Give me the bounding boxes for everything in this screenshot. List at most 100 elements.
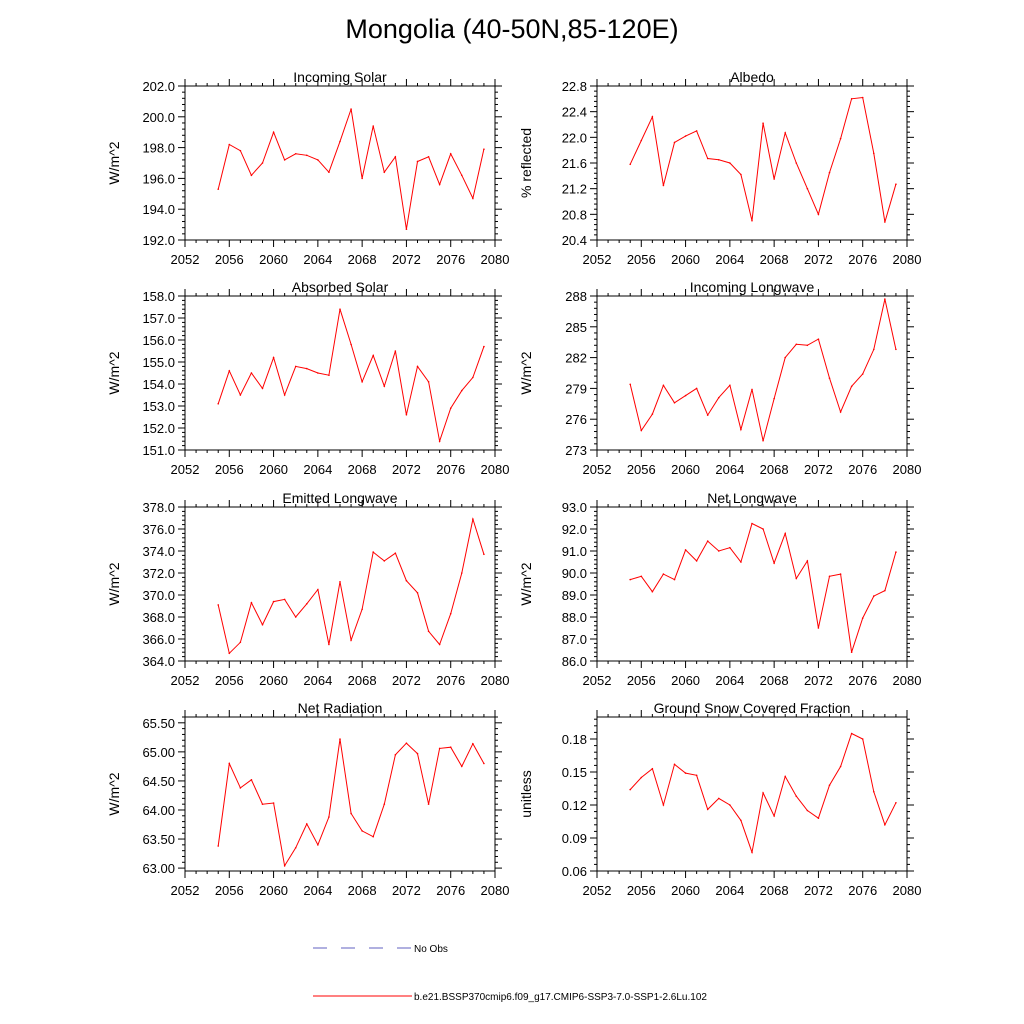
x-tick-label: 2072	[804, 883, 833, 898]
x-tick-label: 2076	[848, 252, 877, 267]
data-point	[884, 221, 886, 223]
x-tick-label: 2068	[760, 673, 789, 688]
data-point	[328, 643, 330, 646]
data-point	[350, 639, 352, 641]
y-axis-label: W/m^2	[106, 351, 122, 394]
y-tick-label: 276	[565, 412, 587, 427]
y-axis-label: W/m^2	[518, 351, 534, 394]
x-tick-label: 2080	[481, 883, 510, 898]
data-point	[416, 365, 419, 368]
data-point	[895, 183, 897, 185]
data-point	[472, 376, 474, 379]
data-point	[784, 132, 787, 134]
data-point	[673, 141, 676, 144]
data-point	[239, 149, 242, 152]
data-point	[339, 140, 341, 143]
data-point	[850, 98, 853, 100]
data-point	[817, 213, 820, 216]
data-point	[673, 763, 676, 766]
data-point	[460, 572, 463, 574]
chart-panel-8: Ground Snow Covered Fraction unitless 2052…	[518, 700, 921, 898]
data-point	[651, 767, 654, 770]
x-tick-label: 2056	[627, 883, 656, 898]
panel-title: Net Longwave	[707, 490, 797, 506]
data-point	[261, 162, 264, 164]
data-point	[729, 546, 731, 549]
data-point	[773, 815, 775, 817]
data-point	[261, 803, 264, 805]
x-tick-label: 2060	[259, 462, 288, 477]
data-point	[806, 344, 809, 347]
data-point	[861, 617, 864, 619]
y-tick-label: 65.00	[142, 745, 175, 760]
y-tick-label: 63.00	[142, 861, 175, 876]
data-point	[272, 600, 275, 603]
data-point	[228, 762, 231, 765]
data-point	[629, 578, 632, 581]
data-point	[861, 96, 864, 99]
y-tick-label: 374.0	[142, 544, 175, 559]
x-tick-label: 2072	[392, 462, 421, 477]
y-tick-label: 151.0	[142, 443, 175, 458]
y-axis-label: W/m^2	[518, 562, 534, 605]
legend: No Obs b.e21.BSSP370cmip6.f09_g17.CMIP6-…	[313, 944, 707, 1003]
x-tick-label: 2068	[348, 252, 377, 267]
y-tick-label: 21.6	[562, 156, 587, 171]
panels-group: Incoming Solar W/m^2 2052 2056 2060 2064 2068 2…	[106, 69, 921, 898]
data-point	[872, 348, 875, 351]
data-point	[662, 384, 665, 387]
data-point	[839, 411, 842, 413]
data-point	[717, 396, 720, 399]
y-tick-label: 22.0	[562, 130, 587, 145]
y-tick-label: 376.0	[142, 522, 175, 537]
y-tick-label: 93.0	[562, 500, 587, 515]
data-point	[762, 528, 764, 530]
x-tick-label: 2056	[215, 673, 244, 688]
x-tick-label: 2052	[171, 462, 200, 477]
chart-panel-1: Incoming Solar W/m^2 2052 2056 2060 2064 2068 2…	[106, 69, 509, 267]
x-tick-label: 2056	[215, 883, 244, 898]
data-point	[228, 143, 231, 146]
y-tick-label: 285	[565, 320, 587, 335]
data-point	[294, 846, 297, 849]
y-tick-label: 282	[565, 351, 587, 366]
y-tick-label: 87.0	[562, 632, 587, 647]
x-tick-label: 2056	[627, 673, 656, 688]
data-point	[651, 413, 654, 415]
x-tick-label: 2064	[303, 462, 332, 477]
x-tick-label: 2076	[848, 673, 877, 688]
data-point	[740, 173, 742, 176]
x-tick-label: 2072	[804, 252, 833, 267]
y-tick-label: 0.06	[562, 864, 587, 879]
y-tick-label: 370.0	[142, 588, 175, 603]
data-point	[427, 381, 430, 383]
y-tick-label: 0.15	[562, 765, 587, 780]
data-point	[706, 157, 709, 160]
data-point	[662, 804, 665, 806]
y-tick-label: 86.0	[562, 654, 587, 669]
data-point	[372, 125, 375, 127]
x-tick-label: 2072	[804, 673, 833, 688]
data-point	[740, 428, 742, 431]
data-point	[817, 817, 820, 819]
x-tick-label: 2060	[259, 883, 288, 898]
y-tick-label: 202.0	[142, 79, 175, 94]
data-point	[438, 440, 441, 443]
data-point	[250, 174, 253, 177]
data-point	[239, 787, 242, 789]
chart-panel-7: Net Radiation W/m^2 2052 2056 2060 2064 2068 20…	[106, 700, 509, 898]
y-tick-label: 90.0	[562, 566, 587, 581]
y-tick-label: 366.0	[142, 632, 175, 647]
data-point	[850, 651, 853, 653]
x-tick-label: 2064	[303, 883, 332, 898]
y-axis-label: W/m^2	[106, 141, 122, 184]
data-point	[640, 429, 643, 432]
data-point	[640, 776, 643, 779]
data-point	[795, 162, 798, 164]
data-point	[828, 784, 831, 786]
data-point	[449, 152, 452, 155]
data-point	[629, 788, 632, 791]
data-point	[372, 354, 375, 357]
x-tick-label: 2060	[671, 252, 700, 267]
chart-panel-5: Emitted Longwave W/m^2 2052 2056 2060 2064 206…	[106, 490, 509, 688]
